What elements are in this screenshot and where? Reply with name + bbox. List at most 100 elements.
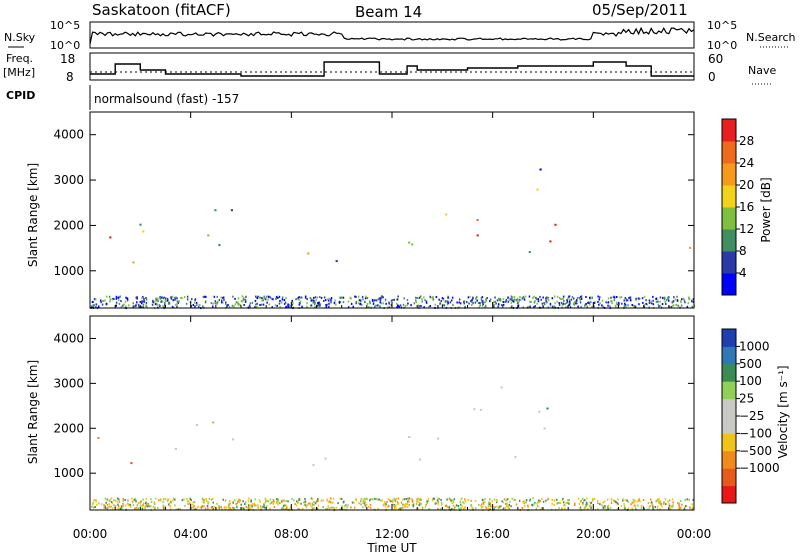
velocity-echo-cell <box>204 507 207 510</box>
power-echo-cell <box>243 303 245 306</box>
power-echo-cell <box>371 299 374 301</box>
power-echo-cell <box>134 305 136 308</box>
velocity-echo-cell <box>360 503 362 506</box>
power-echo-cell <box>617 303 619 306</box>
velocity-echo-cell <box>412 503 415 506</box>
power-echo-cell <box>237 302 239 305</box>
velocity-echo-cell <box>431 499 434 502</box>
velocity-echo-cell <box>313 503 315 506</box>
power-echo-cell <box>616 296 618 298</box>
velocity-echo-cell <box>167 503 170 506</box>
velocity-echo-cell <box>652 507 654 510</box>
velocity-echo-cell <box>480 506 483 509</box>
velocity-echo-cell <box>296 500 298 503</box>
velocity-echo-cell <box>380 499 382 502</box>
power-echo-cell <box>314 301 316 304</box>
velocity-echo-cell <box>298 508 300 511</box>
velocity-echo-cell <box>251 505 253 508</box>
velocity-echo-cell <box>450 499 452 502</box>
velocity-echo-cell <box>563 504 565 507</box>
power-echo-cell <box>602 305 604 308</box>
velocity-colorbar-label-tick: 1000 <box>739 339 770 353</box>
power-echo-cell <box>378 297 381 300</box>
velocity-echo-cell <box>489 505 491 508</box>
velocity-echo-cell <box>254 504 257 507</box>
power-echo-cell <box>418 297 421 299</box>
velocity-echo-cell <box>370 498 372 501</box>
power-echo-cell <box>547 299 550 302</box>
power-echo-cell <box>535 297 537 299</box>
velocity-echo-cell <box>579 506 582 509</box>
power-echo-cell <box>262 298 264 301</box>
power-echo-cell <box>597 295 599 298</box>
power-echo-cell <box>598 303 600 306</box>
velocity-echo-cell <box>215 507 218 510</box>
power-echo-cell <box>249 302 252 305</box>
power-echo-cell <box>310 304 313 307</box>
power-echo-cell <box>502 303 505 306</box>
velocity-echo-cell <box>463 499 466 502</box>
power-echo-cell <box>271 306 273 308</box>
freq-trace <box>90 61 694 77</box>
velocity-echo-cell <box>691 503 693 506</box>
velocity-echo-cell <box>620 505 623 507</box>
velocity-echo-cell <box>623 503 625 505</box>
power-echo-cell <box>93 298 96 301</box>
velocity-echo-cell <box>169 502 171 505</box>
velocity-echo-cell <box>144 507 146 510</box>
power-echo-cell <box>326 298 329 301</box>
power-echo-cell <box>248 304 251 307</box>
velocity-colorbar-swatch <box>722 485 736 504</box>
power-echo-cell <box>339 296 341 299</box>
cpid-strip: CPID normalsound (fast) -157 <box>6 85 239 110</box>
power-echo-cell <box>276 304 278 307</box>
power-echo-cell <box>463 300 466 303</box>
velocity-echo-cell <box>395 506 397 509</box>
power-ytick-label: 4000 <box>53 128 84 142</box>
velocity-echo-cell <box>617 498 619 501</box>
velocity-echo-cell <box>684 505 687 508</box>
velocity-echo-cell <box>459 503 462 506</box>
velocity-echo-cell <box>478 503 480 506</box>
velocity-echo-cell <box>157 507 159 509</box>
power-echo-cell <box>607 304 609 307</box>
velocity-echo-cell <box>518 499 521 502</box>
power-echo-cell <box>135 296 138 299</box>
velocity-echo-cell <box>189 502 192 505</box>
velocity-echo-cell <box>470 499 472 502</box>
power-echo-cell <box>511 296 514 299</box>
velocity-echo-cell <box>461 505 463 508</box>
power-echo-cell <box>458 298 461 301</box>
velocity-echo-cell <box>96 503 98 506</box>
velocity-echo-cell <box>346 506 348 509</box>
velocity-echo-cell <box>191 503 194 506</box>
velocity-colorbar-swatch <box>722 381 736 400</box>
velocity-echo-cell <box>114 499 117 502</box>
power-echo-cell <box>449 301 452 304</box>
power-echo-cell <box>574 300 577 303</box>
velocity-echo-cell <box>607 498 609 501</box>
power-echo-cell <box>447 300 449 303</box>
velocity-echo-cell <box>131 497 133 500</box>
power-echo-cell <box>434 303 437 306</box>
velocity-echo-cell <box>135 500 137 503</box>
power-echo-cell <box>285 305 287 308</box>
power-echo-cell <box>535 298 538 301</box>
power-echo-cell <box>281 301 283 304</box>
power-echo-cell <box>328 305 330 308</box>
power-echo-cell <box>162 296 164 299</box>
power-echo-cell <box>569 302 571 305</box>
velocity-echo-cell <box>404 504 406 507</box>
power-echo-cell <box>471 299 473 301</box>
power-echo-cell <box>410 304 412 307</box>
power-echo-cell <box>577 305 579 308</box>
velocity-echo-cell <box>635 508 637 511</box>
power-echo-cell <box>167 299 169 302</box>
velocity-echo-cell <box>362 499 364 502</box>
velocity-echo-cell <box>339 497 341 500</box>
power-echo-cell <box>267 295 270 298</box>
power-echo-cell <box>157 299 159 302</box>
power-echo-cell <box>212 305 214 308</box>
velocity-echo-cell <box>588 505 591 508</box>
velocity-echo-cell <box>317 498 319 501</box>
